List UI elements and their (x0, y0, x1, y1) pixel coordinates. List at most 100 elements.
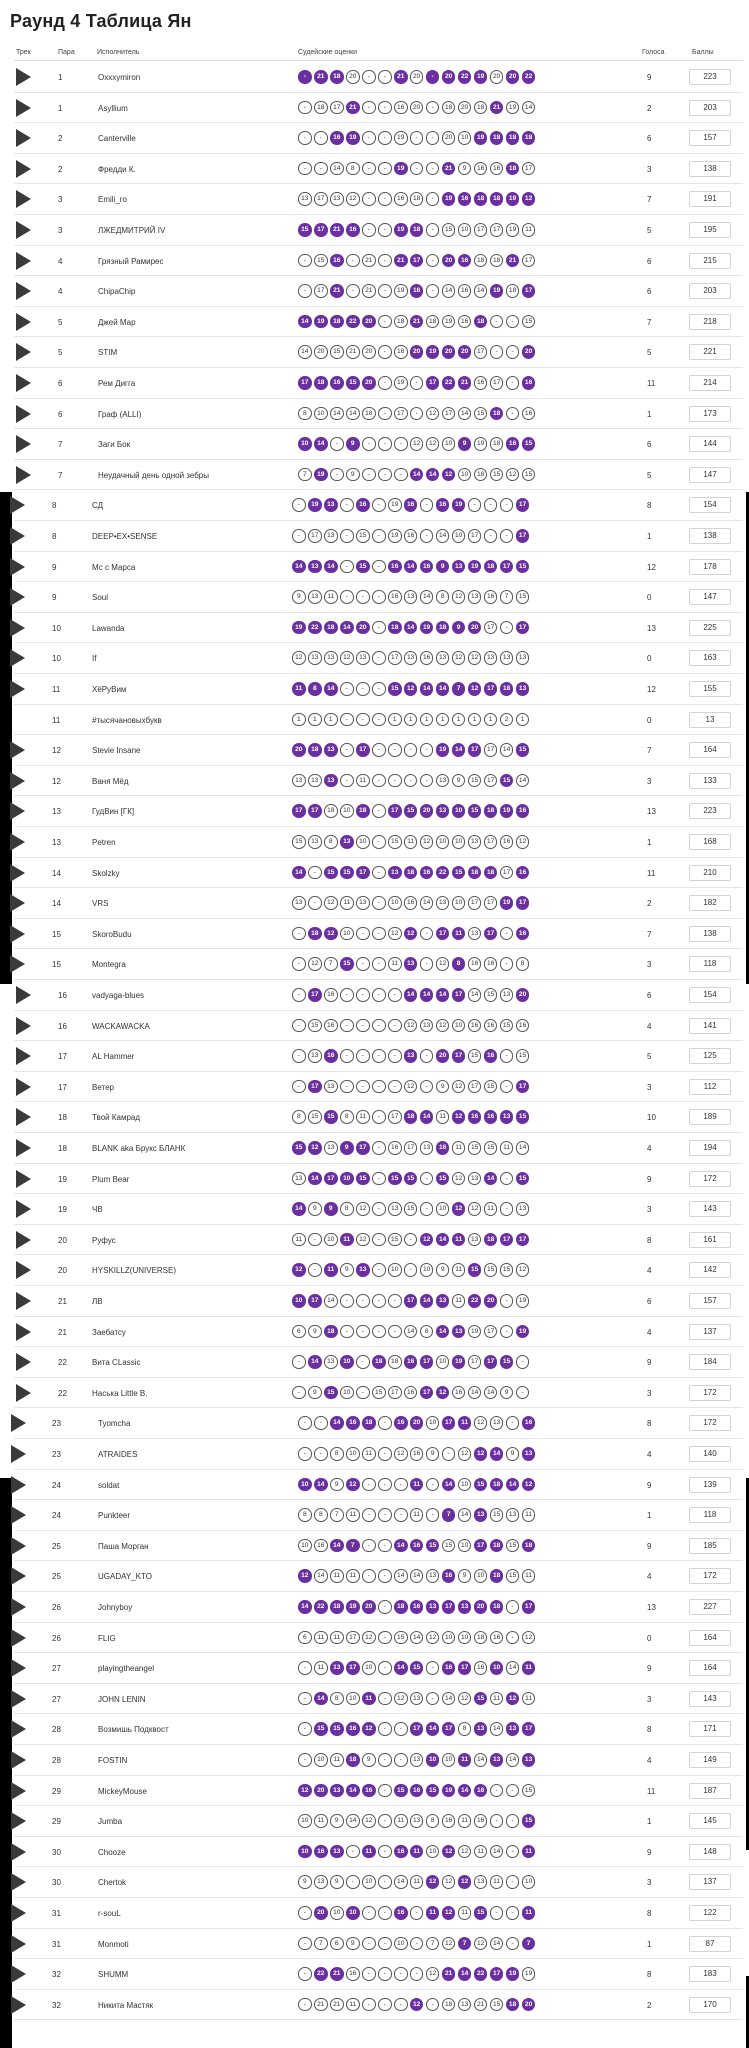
play-icon[interactable] (16, 1169, 31, 1188)
artist-name[interactable]: vadyaga-blues (92, 991, 145, 1000)
artist-name[interactable]: #тысячановыхбукв (92, 715, 162, 725)
artist-name[interactable]: Soul (92, 593, 109, 603)
artist-name[interactable]: ХёРуВим (92, 685, 127, 694)
play-icon[interactable] (16, 374, 31, 392)
play-icon[interactable] (16, 68, 31, 86)
play-icon[interactable] (16, 1292, 31, 1310)
artist-name[interactable]: Skolzky (92, 868, 120, 878)
play-icon[interactable] (11, 1751, 26, 1769)
play-icon[interactable] (10, 924, 25, 943)
artist-name[interactable]: Punkteer (98, 1511, 131, 1521)
artist-name[interactable]: FOSTIN (98, 1756, 128, 1765)
play-icon[interactable] (16, 1230, 31, 1249)
artist-name[interactable]: Montegra (92, 960, 126, 970)
play-icon[interactable] (11, 1842, 26, 1861)
play-icon[interactable] (10, 557, 25, 576)
play-icon[interactable] (10, 802, 25, 821)
play-icon[interactable] (10, 618, 25, 637)
play-icon[interactable] (10, 680, 25, 698)
play-icon[interactable] (10, 771, 25, 790)
play-icon[interactable] (16, 190, 31, 209)
artist-name[interactable]: Stevie Insane (92, 746, 141, 756)
artist-name[interactable]: WACKAWACKA (92, 1021, 150, 1031)
play-icon[interactable] (10, 863, 25, 882)
artist-name[interactable]: FLIG (98, 1633, 116, 1643)
artist-name[interactable]: Неудачный день одной зебры (98, 470, 209, 480)
artist-name[interactable]: Джей Мар (98, 317, 136, 327)
play-icon[interactable] (10, 496, 25, 515)
artist-name[interactable]: DEEP•EX•SENSE (92, 532, 158, 541)
artist-name[interactable]: Вита CLassic (92, 1358, 141, 1368)
play-icon[interactable] (11, 1598, 26, 1616)
artist-name[interactable]: ЛВ (92, 1297, 103, 1306)
artist-name[interactable]: Petren (92, 838, 116, 847)
artist-name[interactable]: Мс с Марса (92, 562, 136, 572)
artist-name[interactable]: Jumba (98, 1817, 123, 1827)
artist-name[interactable]: SHUMM (98, 1970, 129, 1980)
artist-name[interactable]: AL Hammer (92, 1052, 135, 1062)
play-icon[interactable] (10, 588, 25, 607)
play-icon[interactable] (16, 1383, 31, 1402)
play-icon[interactable] (16, 129, 31, 148)
play-icon[interactable] (11, 1506, 26, 1525)
artist-name[interactable]: BLANK aka Брукс БЛАНК (92, 1144, 186, 1153)
play-icon[interactable] (11, 1659, 26, 1678)
artist-name[interactable]: ГудВин [ГК] (92, 807, 135, 817)
play-icon[interactable] (11, 1781, 26, 1800)
artist-name[interactable]: Asyllium (98, 103, 128, 113)
play-icon[interactable] (11, 1720, 26, 1739)
play-icon[interactable] (11, 1689, 26, 1708)
artist-name[interactable]: Наська Little B. (92, 1388, 148, 1398)
play-icon[interactable] (16, 159, 31, 178)
play-icon[interactable] (16, 1200, 31, 1219)
artist-name[interactable]: ЧВ (92, 1205, 103, 1215)
play-icon[interactable] (10, 741, 25, 760)
play-icon[interactable] (16, 465, 31, 484)
artist-name[interactable]: Заебатсу (92, 1327, 126, 1337)
play-icon[interactable] (16, 1047, 31, 1066)
artist-name[interactable]: Tyomcha (98, 1419, 131, 1429)
play-icon[interactable] (11, 1873, 26, 1892)
artist-name[interactable]: SkoroBudu (92, 929, 132, 939)
artist-name[interactable]: MickeyMouse (98, 1786, 147, 1796)
artist-name[interactable]: If (92, 654, 97, 664)
play-icon[interactable] (11, 1904, 26, 1922)
play-icon[interactable] (11, 1445, 26, 1463)
play-icon[interactable] (16, 1322, 31, 1341)
play-icon[interactable] (11, 1628, 26, 1647)
play-icon[interactable] (16, 98, 31, 117)
artist-name[interactable]: Johnyboy (98, 1603, 133, 1612)
artist-name[interactable]: Паша Морган (98, 1541, 149, 1551)
artist-name[interactable]: Chertok (98, 1878, 127, 1888)
play-icon[interactable] (10, 894, 25, 913)
artist-name[interactable]: Emili_ro (98, 195, 127, 205)
play-icon[interactable] (16, 282, 31, 301)
artist-name[interactable]: ChipaChip (98, 287, 136, 297)
artist-name[interactable]: Plum Bear (92, 1174, 130, 1184)
play-icon[interactable] (16, 1353, 31, 1372)
play-icon[interactable] (16, 221, 31, 239)
play-icon[interactable] (16, 251, 31, 270)
artist-name[interactable]: Canterville (98, 134, 136, 144)
artist-name[interactable]: VRS (92, 899, 109, 909)
play-icon[interactable] (11, 1414, 26, 1433)
artist-name[interactable]: Ваня Мёд (92, 776, 129, 786)
play-icon[interactable] (10, 833, 25, 851)
play-icon[interactable] (16, 404, 31, 423)
artist-name[interactable]: soldat (98, 1480, 120, 1490)
play-icon[interactable] (16, 343, 31, 362)
artist-name[interactable]: Рем Дигга (98, 379, 136, 388)
artist-name[interactable]: Chooze (98, 1847, 126, 1857)
artist-name[interactable]: Фредди К. (98, 164, 136, 174)
artist-name[interactable]: Lawanda (92, 623, 125, 633)
artist-name[interactable]: UGADAY_KTO (98, 1572, 152, 1582)
artist-name[interactable]: Oxxxymiron (98, 73, 141, 82)
artist-name[interactable]: r-souL (98, 1909, 121, 1918)
artist-name[interactable]: ATRAIDES (98, 1450, 138, 1459)
artist-name[interactable]: JOHN LENIN (98, 1694, 146, 1704)
play-icon[interactable] (11, 1965, 26, 1984)
artist-name[interactable]: Никита Мастяк (98, 2000, 154, 2010)
artist-name[interactable]: Твой Камрад (92, 1113, 141, 1123)
play-icon[interactable] (16, 986, 31, 1004)
artist-name[interactable]: playingtheangel (98, 1664, 155, 1674)
